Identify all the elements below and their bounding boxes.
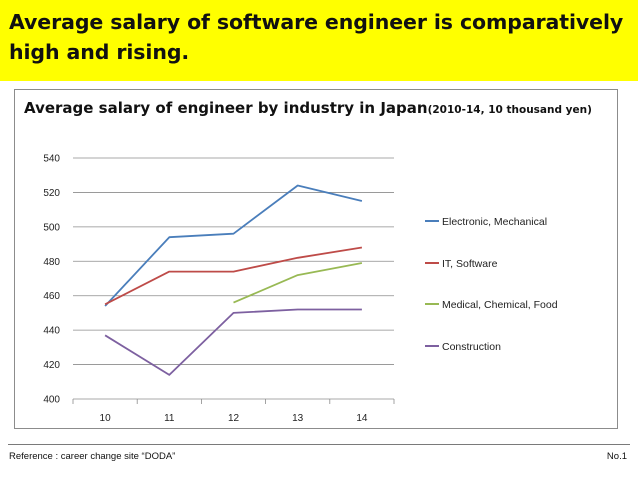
slide-title: Average salary of software engineer is c… xyxy=(9,7,634,67)
legend-label: IT, Software xyxy=(442,258,498,270)
y-tick-label: 440 xyxy=(43,326,60,337)
page-number: No.1 xyxy=(606,451,627,462)
x-tick-label: 10 xyxy=(100,413,112,424)
y-tick-label: 400 xyxy=(43,395,60,406)
legend-label: Medical, Chemical, Food xyxy=(442,299,558,311)
chart-title-unit: (2010-14, 10 thousand yen) xyxy=(427,104,592,116)
slide-title-line-2: high and rising. xyxy=(9,40,190,64)
title-banner: Average salary of software engineer is c… xyxy=(0,0,638,81)
x-tick-label: 12 xyxy=(228,413,240,424)
x-tick-label: 13 xyxy=(292,413,304,424)
y-tick-label: 500 xyxy=(43,222,60,233)
legend-label: Electronic, Mechanical xyxy=(442,216,547,228)
reference-note: Reference : career change site “DODA” xyxy=(9,451,176,462)
series-line xyxy=(104,246,363,306)
y-tick-label: 420 xyxy=(43,360,60,371)
legend-label: Construction xyxy=(442,341,501,353)
y-tick-label: 480 xyxy=(43,257,60,268)
y-tick-label: 460 xyxy=(43,291,60,302)
footer-divider xyxy=(8,444,630,445)
series-line xyxy=(104,184,363,307)
x-tick-label: 11 xyxy=(164,413,175,424)
x-tick-label: 14 xyxy=(356,413,368,424)
y-tick-label: 540 xyxy=(43,154,60,165)
chart-title-main: Average salary of engineer by industry i… xyxy=(24,99,428,117)
y-tick-label: 520 xyxy=(43,188,60,199)
series-line xyxy=(233,262,363,304)
line-chart: 400 420 440 460 480 500 520 540 10 11 12 13 14 Electr… xyxy=(43,154,558,425)
slide-title-line-1: Average salary of software engineer is c… xyxy=(9,10,624,34)
chart-container: Average salary of engineer by industry i… xyxy=(14,89,618,429)
series-line xyxy=(104,308,362,376)
chart-title: Average salary of engineer by industry i… xyxy=(24,97,592,121)
